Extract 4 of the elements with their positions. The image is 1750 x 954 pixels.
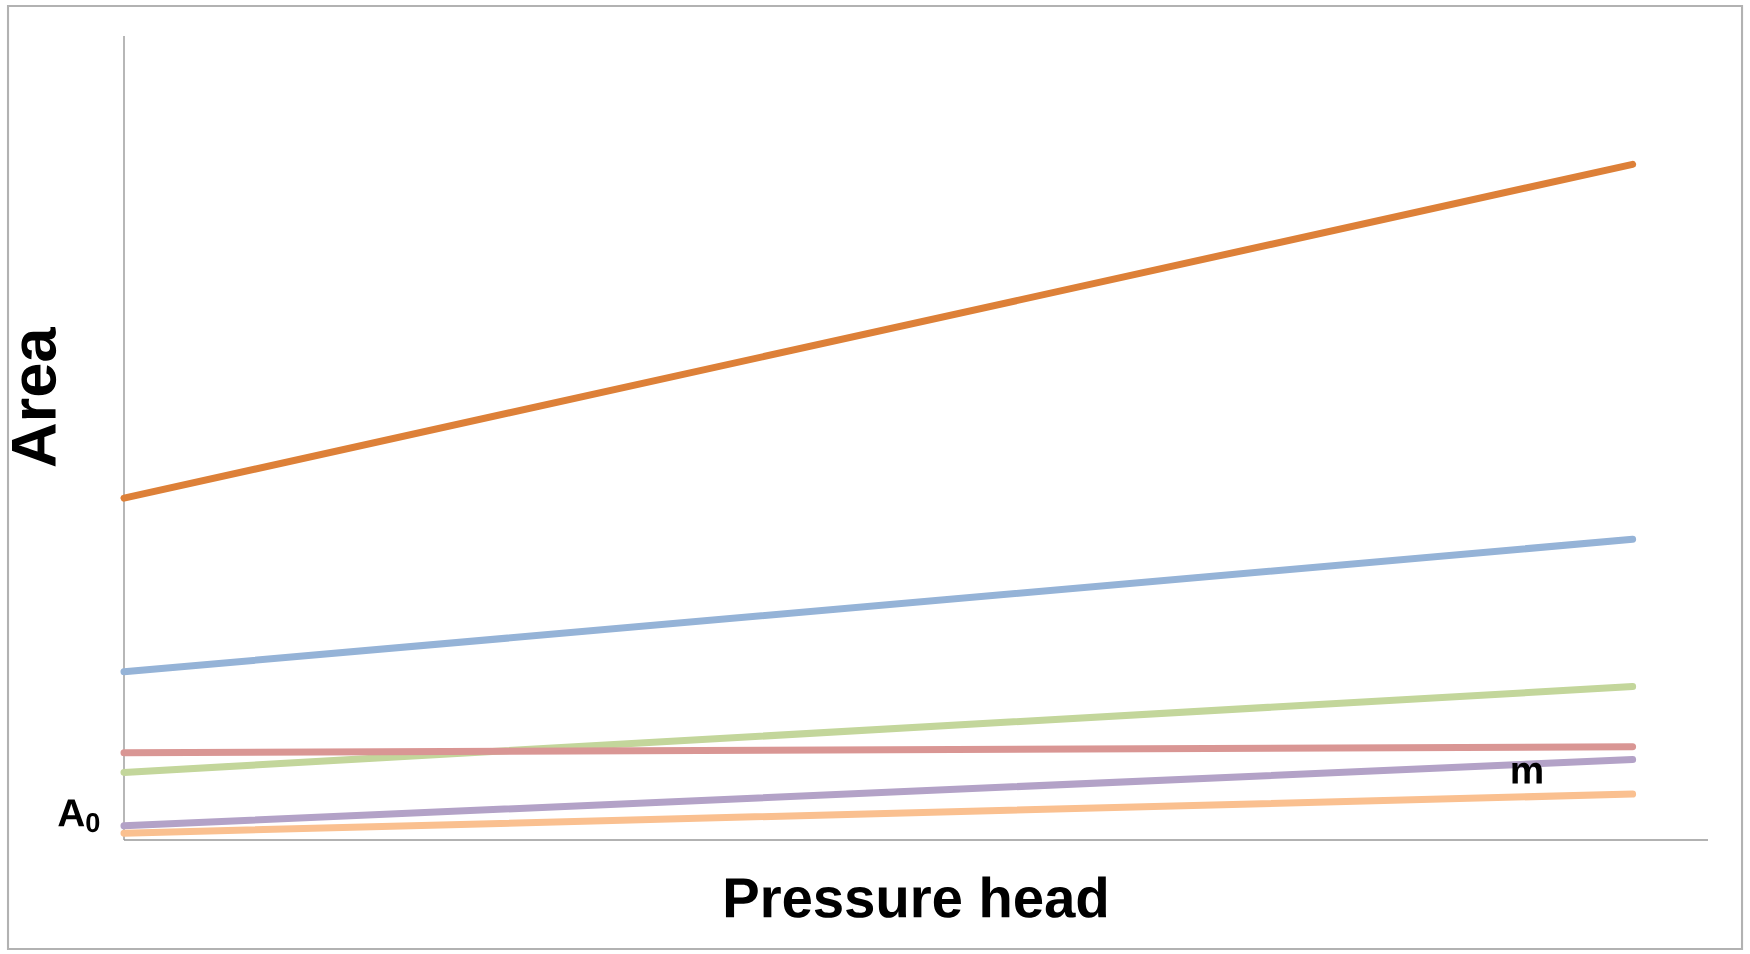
annotation: A$_{0}$: [58, 799, 100, 833]
x-axis-title: Pressure head: [725, 876, 1107, 918]
annotation: m: [1512, 762, 1542, 784]
y-axis-title: Area: [11, 327, 57, 467]
